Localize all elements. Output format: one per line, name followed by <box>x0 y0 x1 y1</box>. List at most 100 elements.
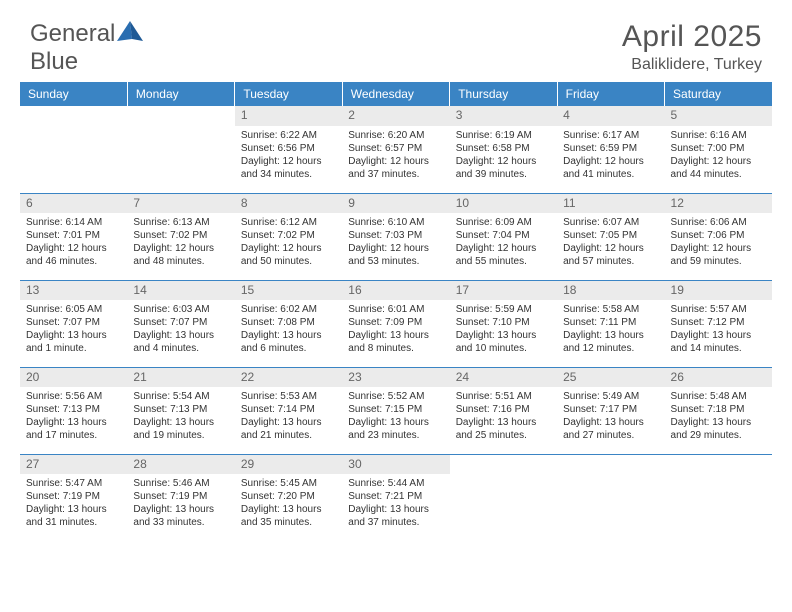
day-number <box>557 455 664 475</box>
cell-line: Daylight: 12 hours <box>671 242 766 255</box>
day-number: 27 <box>20 455 127 475</box>
dayname-monday: Monday <box>127 82 234 106</box>
day-number: 12 <box>665 194 772 214</box>
cell-line: and 50 minutes. <box>241 255 336 268</box>
cell-line: Sunrise: 6:10 AM <box>348 216 443 229</box>
cell-line: Sunset: 7:02 PM <box>241 229 336 242</box>
day-number: 1 <box>235 106 342 126</box>
calendar-cell: 27Sunrise: 5:47 AMSunset: 7:19 PMDayligh… <box>20 454 127 541</box>
calendar-cell: 30Sunrise: 5:44 AMSunset: 7:21 PMDayligh… <box>342 454 449 541</box>
cell-line: Sunset: 7:19 PM <box>133 490 228 503</box>
day-number: 3 <box>450 106 557 126</box>
cell-line: Daylight: 12 hours <box>26 242 121 255</box>
cell-line: Sunrise: 5:49 AM <box>563 390 658 403</box>
calendar-cell: 23Sunrise: 5:52 AMSunset: 7:15 PMDayligh… <box>342 367 449 454</box>
cell-line: Daylight: 13 hours <box>563 416 658 429</box>
cell-line: Sunrise: 5:48 AM <box>671 390 766 403</box>
cell-line: Sunset: 7:09 PM <box>348 316 443 329</box>
cell-line: Daylight: 13 hours <box>26 329 121 342</box>
day-number: 24 <box>450 368 557 388</box>
cell-line: and 25 minutes. <box>456 429 551 442</box>
cell-line: and 35 minutes. <box>241 516 336 529</box>
cell-line: Sunrise: 6:01 AM <box>348 303 443 316</box>
day-number: 5 <box>665 106 772 126</box>
calendar-cell: 19Sunrise: 5:57 AMSunset: 7:12 PMDayligh… <box>665 280 772 367</box>
cell-line: Sunrise: 6:16 AM <box>671 129 766 142</box>
cell-line: and 4 minutes. <box>133 342 228 355</box>
cell-line: Sunset: 7:08 PM <box>241 316 336 329</box>
calendar-cell: 3Sunrise: 6:19 AMSunset: 6:58 PMDaylight… <box>450 106 557 193</box>
cell-line: Sunset: 6:59 PM <box>563 142 658 155</box>
calendar-cell: 21Sunrise: 5:54 AMSunset: 7:13 PMDayligh… <box>127 367 234 454</box>
day-number: 22 <box>235 368 342 388</box>
calendar-cell: 22 Sunrise: 5:53 AMSunset: 7:14 PMDayligh… <box>235 367 342 454</box>
calendar-cell: 7Sunrise: 6:13 AMSunset: 7:02 PMDaylight… <box>127 193 234 280</box>
cell-line: Sunrise: 6:09 AM <box>456 216 551 229</box>
cell-line: and 37 minutes. <box>348 516 443 529</box>
day-number: 30 <box>342 455 449 475</box>
cell-line: Daylight: 13 hours <box>133 416 228 429</box>
cell-line: and 33 minutes. <box>133 516 228 529</box>
calendar-cell: 4Sunrise: 6:17 AMSunset: 6:59 PMDaylight… <box>557 106 664 193</box>
cell-line: and 8 minutes. <box>348 342 443 355</box>
dayname-tuesday: Tuesday <box>235 82 342 106</box>
cell-line: and 27 minutes. <box>563 429 658 442</box>
calendar-cell: 26Sunrise: 5:48 AMSunset: 7:18 PMDayligh… <box>665 367 772 454</box>
cell-line: and 44 minutes. <box>671 168 766 181</box>
cell-line: Daylight: 13 hours <box>348 416 443 429</box>
cell-line: Sunset: 7:11 PM <box>563 316 658 329</box>
cell-line: Sunset: 7:07 PM <box>26 316 121 329</box>
cell-line: Sunrise: 5:52 AM <box>348 390 443 403</box>
day-number: 23 <box>342 368 449 388</box>
cell-line: Daylight: 12 hours <box>241 155 336 168</box>
day-number: 18 <box>557 281 664 301</box>
cell-line: Daylight: 13 hours <box>348 503 443 516</box>
title-block: April 2025 Baliklidere, Turkey <box>622 20 762 74</box>
cell-line: Sunset: 6:56 PM <box>241 142 336 155</box>
day-number: 19 <box>665 281 772 301</box>
cell-line: Sunset: 7:20 PM <box>241 490 336 503</box>
calendar-cell: 9Sunrise: 6:10 AMSunset: 7:03 PMDaylight… <box>342 193 449 280</box>
cell-line: Daylight: 13 hours <box>133 503 228 516</box>
cell-line: Daylight: 12 hours <box>348 242 443 255</box>
cell-line: Sunset: 7:19 PM <box>26 490 121 503</box>
cell-line: Sunset: 6:58 PM <box>456 142 551 155</box>
calendar-row: 1Sunrise: 6:22 AMSunset: 6:56 PMDaylight… <box>20 106 772 193</box>
cell-line: Sunrise: 5:51 AM <box>456 390 551 403</box>
day-number <box>127 106 234 126</box>
calendar-cell: 28Sunrise: 5:46 AMSunset: 7:19 PMDayligh… <box>127 454 234 541</box>
cell-line: Daylight: 13 hours <box>241 416 336 429</box>
cell-line: Sunrise: 6:05 AM <box>26 303 121 316</box>
day-number: 8 <box>235 194 342 214</box>
cell-line: and 17 minutes. <box>26 429 121 442</box>
cell-line: Sunset: 6:57 PM <box>348 142 443 155</box>
day-number: 21 <box>127 368 234 388</box>
dayname-wednesday: Wednesday <box>342 82 449 106</box>
cell-line: Daylight: 13 hours <box>26 503 121 516</box>
cell-line: and 37 minutes. <box>348 168 443 181</box>
cell-line: and 1 minute. <box>26 342 121 355</box>
cell-line: Sunset: 7:05 PM <box>563 229 658 242</box>
cell-line: Daylight: 13 hours <box>241 329 336 342</box>
cell-line: Sunrise: 5:57 AM <box>671 303 766 316</box>
calendar-cell <box>127 106 234 193</box>
cell-line: and 23 minutes. <box>348 429 443 442</box>
cell-line: and 29 minutes. <box>671 429 766 442</box>
cell-line: Sunrise: 5:53 AM <box>241 390 336 403</box>
cell-line: Sunset: 7:01 PM <box>26 229 121 242</box>
calendar-row: 13Sunrise: 6:05 AMSunset: 7:07 PMDayligh… <box>20 280 772 367</box>
calendar-cell: 17Sunrise: 5:59 AMSunset: 7:10 PMDayligh… <box>450 280 557 367</box>
cell-line: Daylight: 13 hours <box>133 329 228 342</box>
cell-line: Sunset: 7:18 PM <box>671 403 766 416</box>
cell-line: Sunrise: 5:59 AM <box>456 303 551 316</box>
cell-line: Daylight: 12 hours <box>348 155 443 168</box>
cell-line: Sunset: 7:03 PM <box>348 229 443 242</box>
calendar-cell: 18Sunrise: 5:58 AMSunset: 7:11 PMDayligh… <box>557 280 664 367</box>
cell-line: Sunset: 7:14 PM <box>241 403 336 416</box>
calendar-cell: 15Sunrise: 6:02 AMSunset: 7:08 PMDayligh… <box>235 280 342 367</box>
cell-line: Sunset: 7:07 PM <box>133 316 228 329</box>
cell-line: Sunset: 7:12 PM <box>671 316 766 329</box>
cell-line: and 53 minutes. <box>348 255 443 268</box>
day-number: 11 <box>557 194 664 214</box>
calendar-body: 1Sunrise: 6:22 AMSunset: 6:56 PMDaylight… <box>20 106 772 541</box>
